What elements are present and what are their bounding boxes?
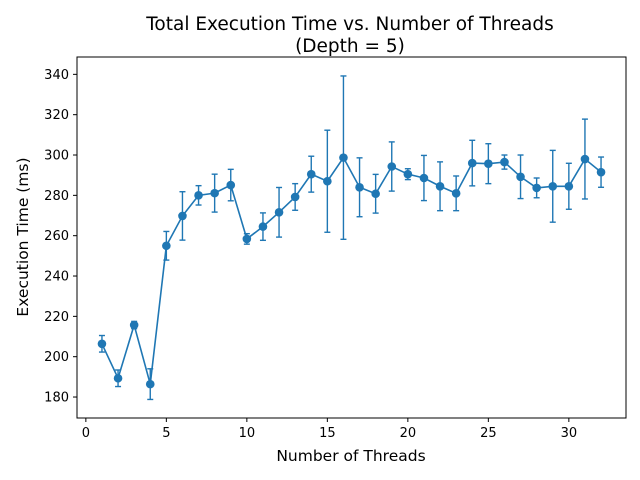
data-point: [500, 157, 509, 167]
data-point: [451, 189, 461, 198]
y-tick-label: 300: [44, 149, 69, 164]
data-point: [145, 379, 155, 389]
data-point: [371, 189, 380, 199]
data-point: [323, 176, 332, 186]
x-tick-label: 15: [319, 426, 336, 441]
y-tick-label: 340: [44, 68, 69, 83]
x-tick-label: 10: [239, 426, 256, 441]
data-point: [306, 169, 316, 179]
y-tick-label: 240: [44, 270, 69, 285]
x-tick-label: 20: [400, 426, 417, 441]
data-point: [387, 162, 397, 171]
y-tick-label: 200: [44, 350, 69, 365]
data-point: [516, 172, 525, 182]
data-point: [194, 191, 203, 200]
error-bars: [98, 75, 605, 401]
data-point: [564, 181, 574, 191]
data-point: [97, 339, 107, 349]
data-point: [339, 153, 348, 162]
x-tick-label: 30: [561, 426, 578, 441]
data-point: [435, 181, 445, 191]
data-point: [178, 211, 187, 221]
data-point: [403, 169, 413, 179]
y-tick-label: 320: [44, 108, 69, 123]
chart-title: Total Execution Time vs. Number of Threa…: [145, 14, 554, 35]
data-point: [580, 154, 590, 164]
series-line: [101, 156, 602, 385]
data-point: [162, 241, 171, 251]
data-point: [532, 183, 541, 193]
x-tick-label: 5: [162, 426, 170, 441]
data-point: [419, 173, 429, 183]
plot-frame: [76, 56, 627, 419]
data-point: [129, 320, 139, 330]
x-axis-label: Number of Threads: [276, 447, 425, 465]
data-point: [596, 167, 606, 177]
data-point: [355, 182, 364, 192]
data-points: [97, 153, 606, 389]
data-point: [210, 188, 219, 198]
y-axis-ticks: 180 200 220 240 260 280 300 320 340: [44, 68, 77, 406]
x-axis-ticks: 0 5 10 15 20 25 30: [82, 418, 577, 441]
y-tick-label: 220: [44, 310, 69, 325]
y-axis-label: Execution Time (ms): [14, 157, 32, 316]
data-point: [548, 181, 558, 191]
y-tick-label: 180: [44, 391, 69, 406]
chart-subtitle: (Depth = 5): [295, 36, 405, 57]
y-tick-label: 280: [44, 189, 69, 204]
y-tick-label: 260: [44, 229, 69, 244]
data-point: [258, 222, 268, 231]
data-point: [242, 234, 252, 244]
data-point: [484, 159, 493, 168]
data-point: [113, 373, 123, 383]
data-point: [226, 180, 236, 190]
data-point: [467, 158, 477, 168]
x-tick-label: 0: [82, 426, 90, 441]
data-point: [274, 207, 284, 217]
x-tick-label: 25: [480, 426, 497, 441]
data-point: [290, 192, 300, 202]
